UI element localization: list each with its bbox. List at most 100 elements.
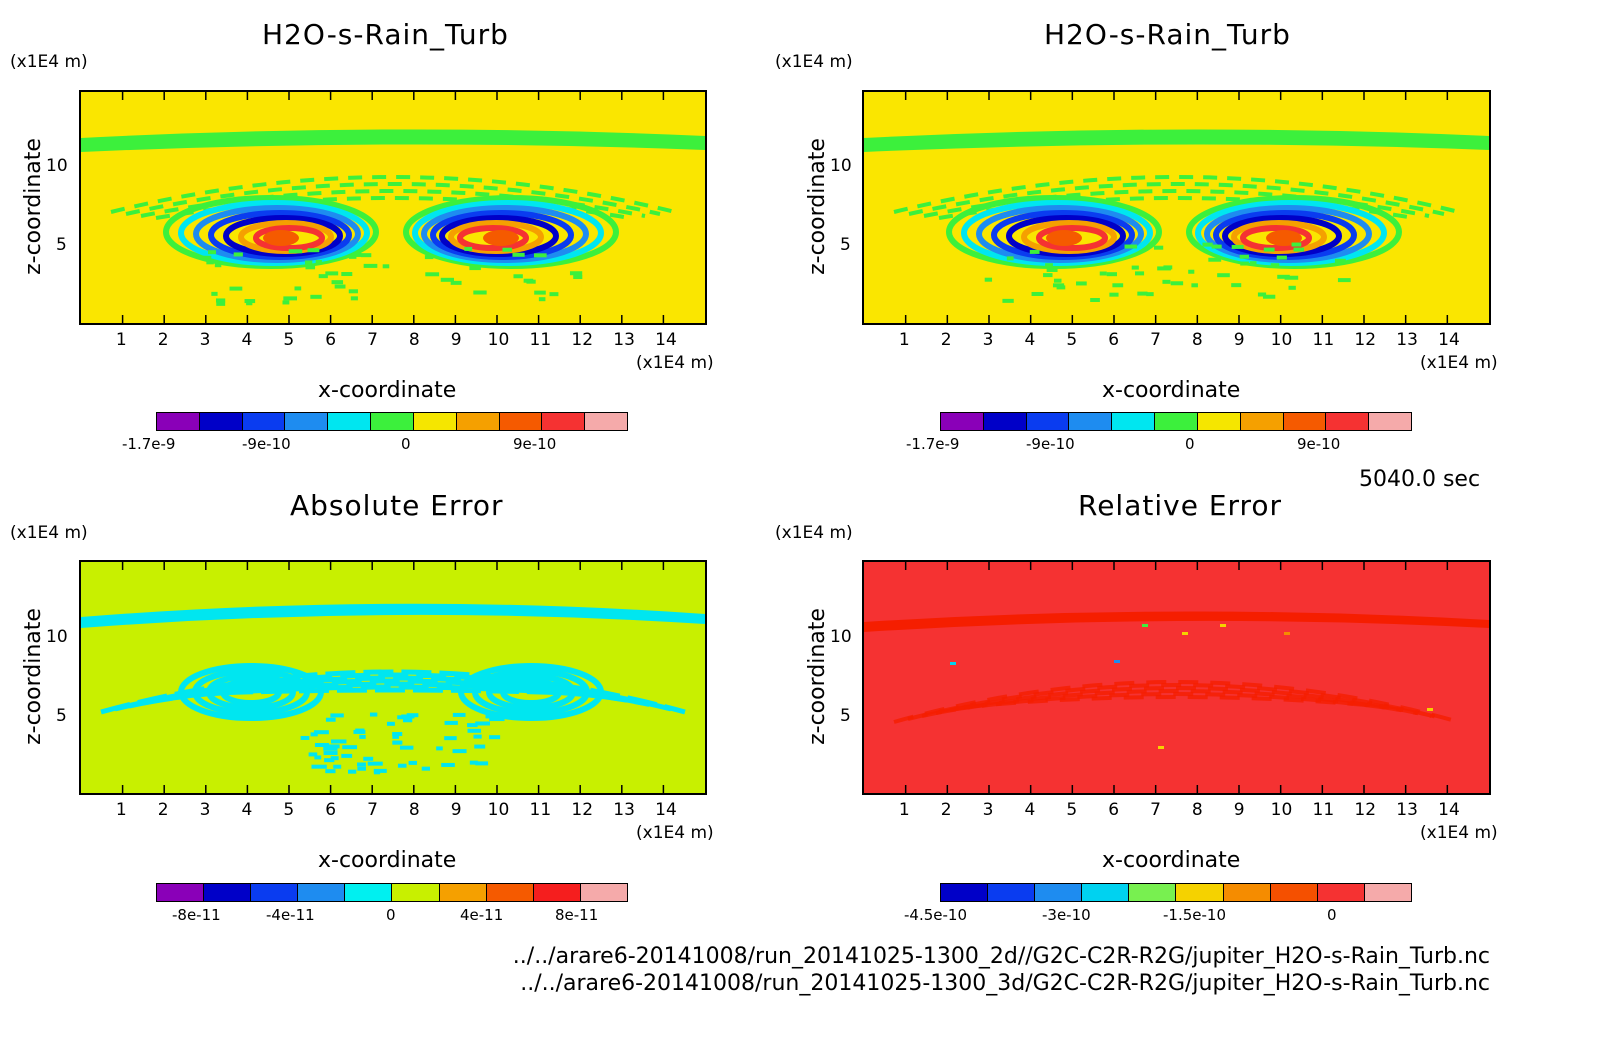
speckle [1031, 291, 1044, 296]
colorbar-tick-label: 0 [1185, 435, 1195, 453]
speckle [348, 769, 357, 774]
plot-area [79, 560, 707, 795]
speckle [534, 290, 546, 295]
vortex-ring [1186, 195, 1402, 269]
y-tick-label: 5 [56, 235, 67, 255]
x-tick-label: 13 [1396, 330, 1418, 350]
x-tick-label: 5 [1066, 800, 1078, 820]
colorbar-tick-label: -1.5e-10 [1163, 906, 1226, 924]
vortex-ring [253, 225, 325, 251]
colorbar-swatch [251, 884, 299, 901]
colorbar-swatch [585, 413, 627, 430]
x-tick-label: 4 [241, 800, 253, 820]
x-tick-label: 12 [1354, 800, 1377, 820]
speckle [386, 721, 395, 726]
speckle [288, 249, 303, 254]
vortex-ring [403, 195, 619, 269]
speckle [1276, 255, 1287, 260]
vortex-ring [193, 205, 361, 263]
speckle [282, 300, 290, 305]
speckle [469, 266, 481, 271]
x-tick-label: 12 [571, 330, 594, 350]
y-tick-label: 5 [840, 235, 851, 255]
speckle [1045, 263, 1053, 268]
speckle [392, 734, 399, 739]
speckle [325, 744, 340, 749]
speckle [314, 755, 322, 760]
vortex-ring [1021, 220, 1117, 254]
vortex-ring [500, 678, 562, 706]
speckle [307, 248, 320, 253]
x-axis-label: x-coordinate [318, 848, 457, 873]
speckle [215, 298, 226, 303]
vortex-ring [1195, 200, 1387, 266]
speckle [401, 714, 415, 719]
y-tick-label: 10 [830, 156, 852, 176]
colorbar-swatch [199, 413, 243, 430]
speckle [1208, 257, 1222, 262]
upper-band [81, 603, 705, 628]
colorbar-tick-label: -8e-11 [172, 906, 221, 924]
x-unit-label: (x1E4 m) [1420, 823, 1498, 843]
x-tick-label: 13 [613, 330, 635, 350]
speckle [373, 770, 381, 775]
colorbar-swatch [1112, 413, 1156, 430]
y-tick-label: 5 [56, 706, 67, 726]
y-axis-label: z-coordinate [20, 138, 46, 275]
speckle [363, 263, 378, 268]
colorbar-swatch [1069, 413, 1113, 430]
colorbar-tick-label: 4e-11 [460, 906, 504, 924]
speckle [399, 745, 414, 750]
speckle [318, 274, 328, 279]
speckle [1220, 624, 1226, 627]
speckle [1158, 746, 1164, 749]
speckle [283, 296, 298, 301]
speckle [308, 752, 318, 757]
x-axis-label: x-coordinate [1102, 378, 1241, 403]
colorbar-swatch [1026, 413, 1070, 430]
vortex-ring [472, 668, 590, 716]
speckle [311, 764, 327, 769]
speckle [1099, 271, 1107, 276]
colorbar-swatch [456, 413, 500, 430]
colorbar-tick-label: 9e-10 [1297, 435, 1341, 453]
speckle [330, 739, 347, 744]
colorbar-swatch [1270, 884, 1318, 901]
contour-arc [949, 692, 1404, 712]
x-tick-label: 1 [898, 800, 910, 820]
speckle [549, 292, 559, 297]
upper-band [864, 129, 1489, 152]
speckle [325, 271, 339, 276]
speckle [1135, 271, 1145, 276]
speckle [369, 712, 378, 717]
x-tick-label: 8 [408, 800, 420, 820]
speckle [1002, 298, 1014, 303]
speckle [1046, 267, 1058, 272]
speckle [1053, 278, 1062, 283]
speckle [1231, 244, 1244, 249]
speckle [1191, 283, 1198, 288]
plot-area [862, 90, 1491, 325]
x-tick-label: 7 [1150, 330, 1161, 350]
speckle [1293, 247, 1305, 252]
colorbar-swatch [988, 884, 1036, 901]
speckle [487, 714, 496, 719]
x-tick-label: 2 [940, 800, 952, 820]
speckle [425, 272, 440, 277]
vortex-ring [1240, 225, 1312, 251]
colorbar-swatch [285, 413, 329, 430]
speckle [475, 721, 490, 726]
speckle [392, 740, 403, 745]
speckle [323, 751, 338, 756]
speckle [334, 284, 346, 289]
panel-title: H2O-s-Rain_Turb [1044, 18, 1291, 51]
speckle [216, 301, 226, 306]
colorbar-swatch [1082, 884, 1130, 901]
x-tick-label: 9 [1233, 800, 1245, 820]
speckle [1163, 265, 1173, 270]
colorbar-swatch [157, 413, 200, 430]
colorbar-swatch [983, 413, 1027, 430]
speckle [323, 746, 338, 751]
x-tick-label: 13 [1396, 800, 1418, 820]
x-tick-label: 7 [367, 330, 378, 350]
